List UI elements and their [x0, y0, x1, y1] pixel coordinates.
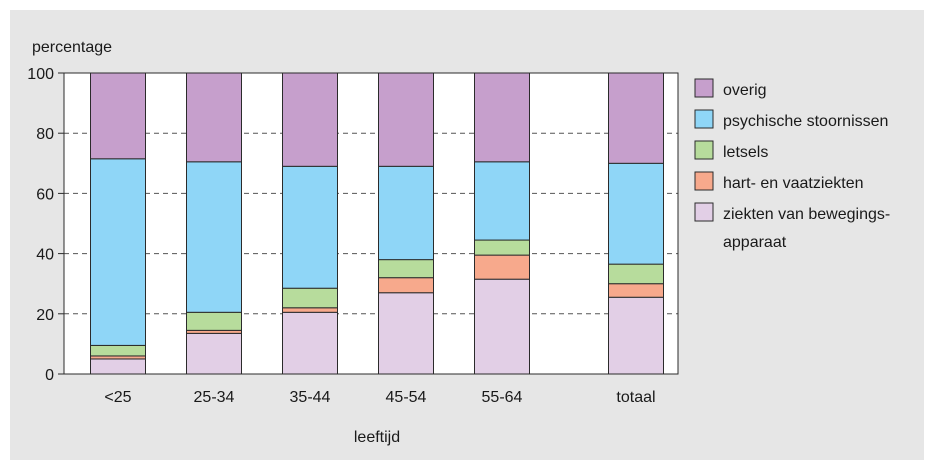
legend-swatch [694, 78, 714, 98]
legend-label: letsels [723, 144, 768, 161]
x-tick-label: 25-34 [194, 389, 235, 406]
legend-swatch [694, 171, 714, 191]
bar-segment [474, 239, 530, 256]
y-tick-label: 0 [45, 367, 54, 384]
bar-segment [474, 278, 530, 375]
bars [90, 72, 664, 375]
bar-segment [378, 277, 434, 294]
x-tick-label: <25 [104, 389, 131, 406]
bar-segment [378, 72, 434, 167]
bar-segment [608, 72, 664, 164]
y-tick-label: 20 [36, 307, 54, 324]
grid-lines [64, 73, 678, 374]
bar-segment [378, 292, 434, 375]
y-tick-label: 40 [36, 247, 54, 264]
bar-segment [608, 296, 664, 375]
bar-segment [378, 259, 434, 279]
x-tick-label: totaal [616, 389, 655, 406]
y-tick-label: 100 [27, 66, 54, 83]
plot-frame [63, 72, 679, 375]
bar-segment [608, 162, 664, 265]
bar-segment [474, 254, 530, 280]
bar-segment [282, 72, 338, 167]
legend-swatch [694, 202, 714, 222]
x-tick-label: 55-64 [482, 389, 523, 406]
bar-segment [282, 165, 338, 289]
legend-swatch [694, 140, 714, 160]
bar-segment [608, 263, 664, 285]
bar-segment [282, 307, 338, 313]
legend-label: psychische stoornissen [723, 113, 888, 130]
bar-segment [282, 287, 338, 309]
x-tick-label: 35-44 [290, 389, 331, 406]
y-tick-label: 60 [36, 186, 54, 203]
axes: <25 25-34 35-44 45-54 55-64 totaal 0 20 40 60 80 10… [27, 66, 679, 406]
bar-segment [90, 158, 146, 346]
bar-segment [378, 165, 434, 261]
legend-label: apparaat [723, 234, 787, 251]
bar-segment [186, 72, 242, 163]
bar-segment [186, 332, 242, 375]
bar-segment [474, 161, 530, 241]
bar-segment [186, 311, 242, 331]
y-axis-label: percentage [32, 39, 112, 56]
legend-swatch [694, 109, 714, 129]
legend: overig psychische stoornissen letsels hart-… [694, 78, 890, 251]
legend-label: overig [723, 82, 767, 99]
chart-panel: <25 25-34 35-44 45-54 55-64 totaal 0 20 40 60 80 10… [10, 10, 924, 460]
bar-segment [608, 283, 664, 298]
legend-label: ziekten van bewegings- [723, 206, 890, 223]
bar-segment [474, 72, 530, 163]
bar-segment [90, 72, 146, 160]
bar-segment [90, 344, 146, 357]
legend-label: hart- en vaatziekten [723, 175, 864, 192]
y-tick-label: 80 [36, 126, 54, 143]
bar-segment [186, 161, 242, 313]
x-axis-label: leeftijd [354, 429, 400, 446]
bar-segment [90, 358, 146, 375]
x-tick-label: 45-54 [386, 389, 427, 406]
chart-svg: <25 25-34 35-44 45-54 55-64 totaal 0 20 40 60 80 10… [27, 39, 890, 446]
plot-area [64, 73, 678, 374]
bar-segment [282, 311, 338, 375]
